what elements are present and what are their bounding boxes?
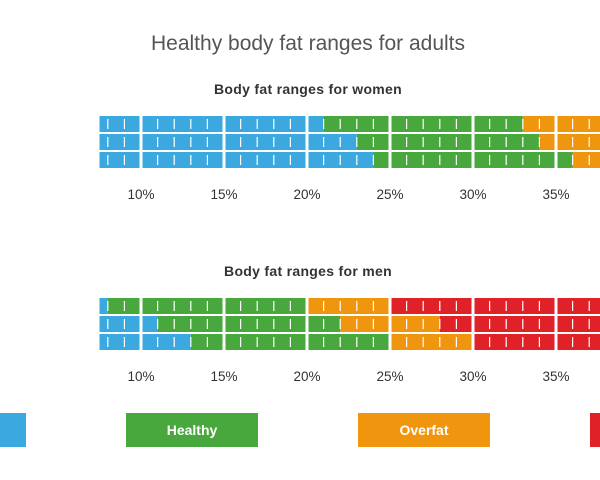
men-segment-obese xyxy=(439,316,600,332)
x-tick-label: 20% xyxy=(293,187,320,202)
legend-swatch xyxy=(126,413,258,447)
x-tick-label: 30% xyxy=(459,369,486,384)
legend: Healthy Overfat xyxy=(0,413,600,447)
women-segment-healthy xyxy=(356,134,540,150)
men-segment-underfat xyxy=(99,298,108,314)
bar-gridlines xyxy=(107,298,590,314)
x-tick-label: 15% xyxy=(210,187,237,202)
legend-item-healthy: Healthy xyxy=(126,413,258,447)
x-tick-label: 35% xyxy=(542,187,569,202)
women-row xyxy=(99,134,600,150)
women-segment-underfat xyxy=(99,134,357,150)
legend-swatch xyxy=(0,413,26,447)
men-segment-underfat xyxy=(99,316,158,332)
x-tick-label: 25% xyxy=(376,369,403,384)
bar-gridlines xyxy=(107,316,590,332)
legend-item-underfat xyxy=(0,413,26,447)
women-bars xyxy=(99,116,600,168)
men-bars xyxy=(99,298,600,350)
men-segment-obese xyxy=(390,298,600,314)
women-row xyxy=(99,152,600,168)
legend-label: Overfat xyxy=(399,422,448,438)
legend-label: Healthy xyxy=(167,422,218,438)
legend-item-overfat: Overfat xyxy=(358,413,490,447)
women-row xyxy=(99,116,600,132)
bar-gridlines xyxy=(107,334,590,350)
men-segment-overfat xyxy=(390,334,473,350)
x-tick-label: 30% xyxy=(459,187,486,202)
x-tick-label: 35% xyxy=(542,369,569,384)
x-tick-label: 25% xyxy=(376,187,403,202)
bar-gridlines xyxy=(107,152,590,168)
x-tick-label: 10% xyxy=(127,187,154,202)
women-panel-title: Body fat ranges for women xyxy=(214,81,402,97)
x-tick-label: 15% xyxy=(210,369,237,384)
men-segment-underfat xyxy=(99,334,191,350)
x-tick-label: 20% xyxy=(293,369,320,384)
women-segment-overfat xyxy=(539,134,600,150)
legend-swatch xyxy=(590,413,600,447)
bar-gridlines xyxy=(107,134,590,150)
men-segment-healthy xyxy=(157,316,341,332)
men-segment-overfat xyxy=(307,298,390,314)
men-x-axis: 10%15%20%25%30%35%40% xyxy=(127,369,569,384)
men-segment-obese xyxy=(473,334,600,350)
women-x-axis: 10%15%20%25%30%35%40% xyxy=(127,187,569,202)
men-panel-title: Body fat ranges for men xyxy=(224,263,392,279)
women-segment-underfat xyxy=(99,116,324,132)
men-row xyxy=(99,334,600,350)
legend-item-obese xyxy=(590,413,600,447)
women-segment-overfat xyxy=(522,116,600,132)
chart-title: Healthy body fat ranges for adults xyxy=(151,32,465,55)
x-tick-label: 10% xyxy=(127,369,154,384)
men-row xyxy=(99,316,600,332)
women-segment-underfat xyxy=(99,152,374,168)
men-row xyxy=(99,298,600,314)
women-segment-overfat xyxy=(572,152,600,168)
bar-gridlines xyxy=(107,116,590,132)
legend-swatch xyxy=(358,413,490,447)
